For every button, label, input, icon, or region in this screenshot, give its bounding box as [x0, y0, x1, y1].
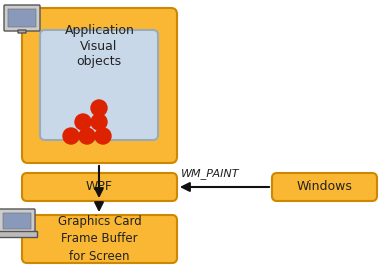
Text: WM_PAINT: WM_PAINT — [181, 168, 239, 179]
FancyBboxPatch shape — [22, 215, 177, 263]
FancyBboxPatch shape — [3, 213, 31, 229]
Circle shape — [79, 128, 95, 144]
Circle shape — [63, 128, 79, 144]
Text: Graphics Card
Frame Buffer
for Screen: Graphics Card Frame Buffer for Screen — [58, 215, 141, 263]
Circle shape — [95, 128, 111, 144]
FancyBboxPatch shape — [272, 173, 377, 201]
Text: Windows: Windows — [296, 180, 353, 193]
FancyBboxPatch shape — [0, 209, 35, 233]
FancyBboxPatch shape — [18, 30, 26, 33]
Text: WPF: WPF — [86, 180, 113, 193]
FancyBboxPatch shape — [0, 232, 38, 238]
FancyBboxPatch shape — [40, 30, 158, 140]
Text: Visual
objects: Visual objects — [77, 40, 122, 68]
Text: Application: Application — [65, 24, 134, 37]
Circle shape — [75, 114, 91, 130]
FancyBboxPatch shape — [4, 5, 40, 31]
FancyBboxPatch shape — [22, 173, 177, 201]
Circle shape — [91, 100, 107, 116]
FancyBboxPatch shape — [22, 8, 177, 163]
FancyBboxPatch shape — [8, 9, 36, 27]
Circle shape — [91, 114, 107, 130]
